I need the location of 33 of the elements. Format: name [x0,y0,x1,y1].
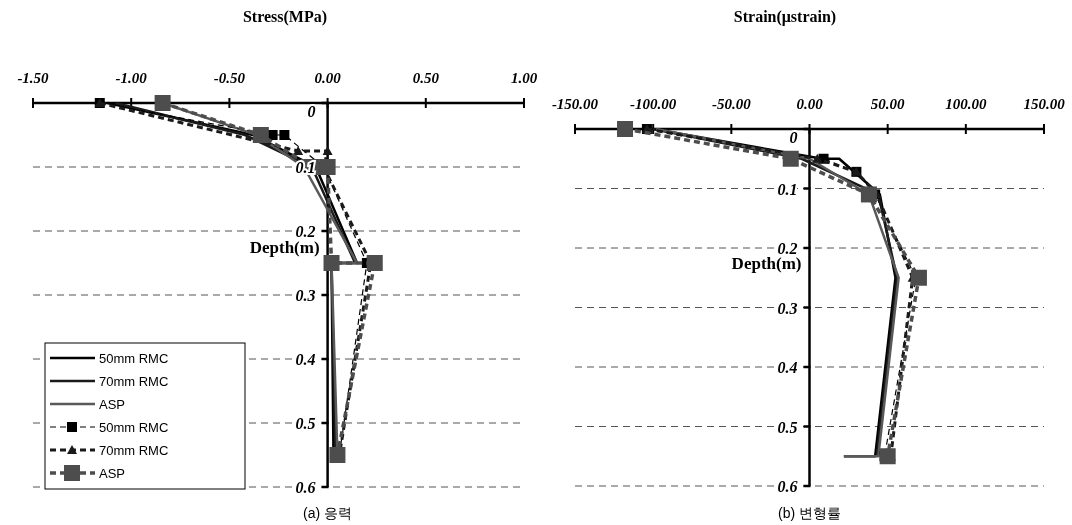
legend-label: 70mm RMC [99,443,169,458]
y-axis-title: Depth(m) [249,238,320,258]
x-tick-label: -50.00 [711,96,752,112]
y-tick-label: 0.4 [777,359,798,376]
legend-label: 70mm RMC [99,374,169,389]
x-tick-label: 100.00 [945,96,987,112]
x-tick-label: -0.50 [213,70,246,86]
y-tick-label: 0.6 [777,478,798,495]
x-tick-label: 1.00 [510,70,538,86]
y-tick-label: 0 [307,103,316,120]
x-tick-label: 50.00 [870,96,906,112]
legend-label: ASP [99,466,126,481]
legend-label: ASP [99,397,126,412]
legend-label: 50mm RMC [99,420,169,435]
legend-label: 50mm RMC [99,351,169,366]
x-tick-label: -1.00 [115,70,148,86]
y-tick-label: 0.6 [295,479,316,496]
x-tick-label: -100.00 [630,96,677,112]
x-tick-label: -150.00 [551,96,599,112]
y-tick-label: 0 [789,129,798,146]
text: (b) 변형률 [778,505,841,521]
x-tick-label: 0.50 [412,70,440,86]
y-tick-label: 0.4 [295,351,316,368]
y-tick-label: 0.3 [295,287,316,304]
y-tick-label: 0.2 [295,223,316,240]
x-tick-label: 0.00 [314,70,342,86]
text: (a) 응력 [303,505,353,521]
y-tick-label: 0.5 [295,415,316,432]
x-tick-label: 0.00 [796,96,824,112]
chart-title: Strain(μstrain) [733,8,837,26]
x-tick-label: 150.00 [1023,96,1066,112]
chart-title: Stress(MPa) [242,8,328,26]
x-tick-label: -1.50 [17,70,50,86]
